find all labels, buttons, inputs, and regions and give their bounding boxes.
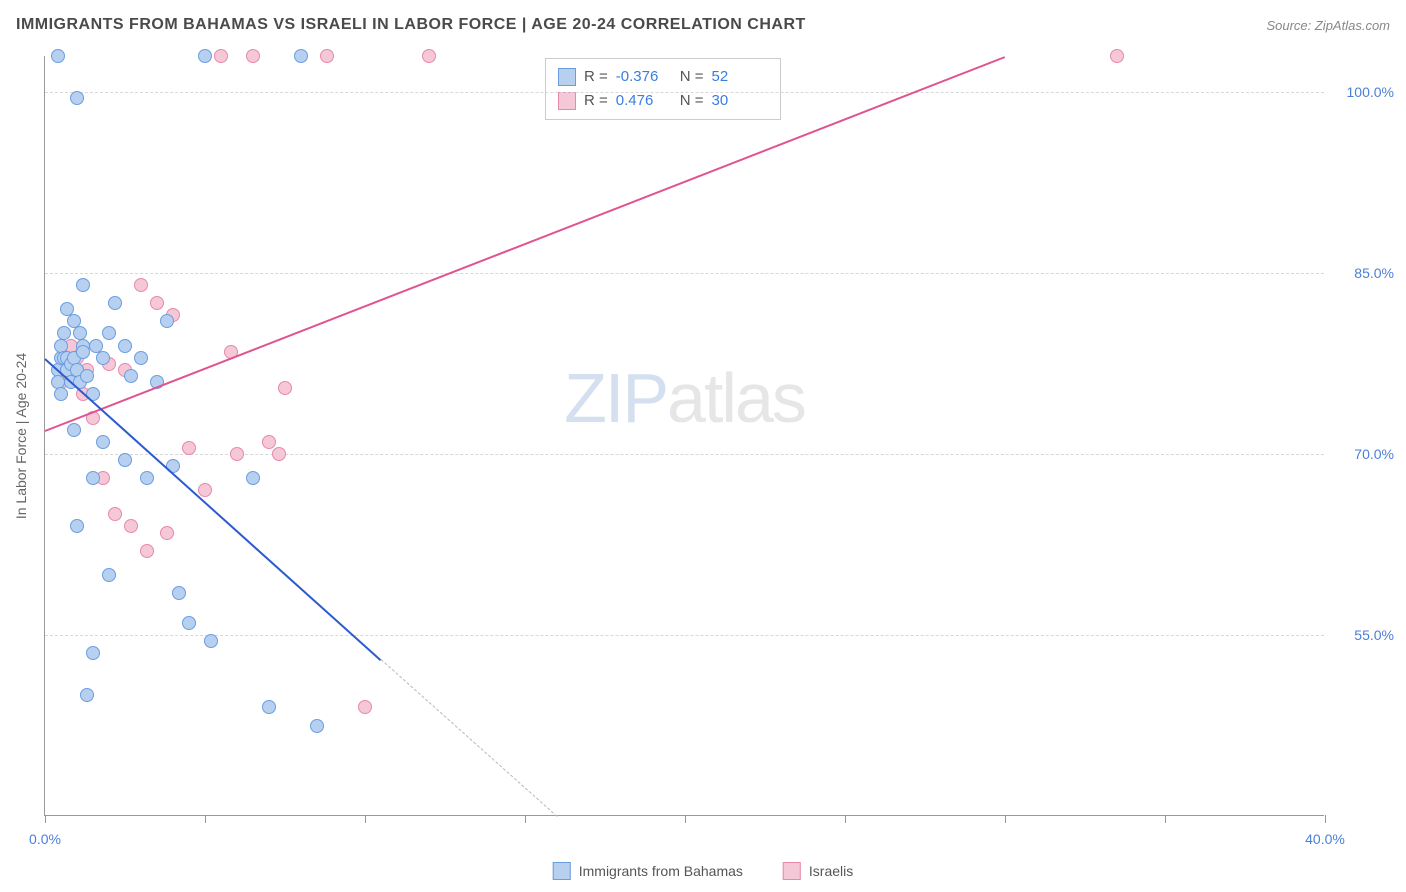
trend-line — [45, 56, 1006, 432]
y-tick-label: 100.0% — [1347, 84, 1394, 100]
bahamas-point — [80, 688, 94, 702]
bahamas-swatch — [558, 68, 576, 86]
israelis-point — [1110, 49, 1124, 63]
bahamas-point — [54, 387, 68, 401]
israelis-point — [422, 49, 436, 63]
bahamas-swatch — [553, 862, 571, 880]
x-tick — [685, 815, 686, 823]
israelis-point — [124, 519, 138, 533]
israelis-point — [160, 526, 174, 540]
y-tick-label: 70.0% — [1354, 446, 1394, 462]
n-label: N = — [680, 65, 704, 89]
bahamas-point — [86, 646, 100, 660]
x-tick-label: 40.0% — [1305, 831, 1345, 847]
israelis-point — [182, 441, 196, 455]
bahamas-point — [70, 519, 84, 533]
legend-label-bahamas: Immigrants from Bahamas — [579, 863, 743, 879]
bahamas-point — [310, 719, 324, 733]
y-tick-label: 85.0% — [1354, 265, 1394, 281]
legend-item-israelis: Israelis — [783, 862, 853, 880]
watermark-part2: atlas — [667, 359, 805, 437]
x-tick — [45, 815, 46, 823]
israelis-point — [214, 49, 228, 63]
bahamas-point — [140, 471, 154, 485]
gridline — [45, 273, 1324, 274]
bahamas-point — [51, 49, 65, 63]
legend-item-bahamas: Immigrants from Bahamas — [553, 862, 743, 880]
bahamas-point — [118, 339, 132, 353]
trend-line — [381, 659, 558, 817]
israelis-swatch — [783, 862, 801, 880]
israelis-point — [262, 435, 276, 449]
israelis-point — [358, 700, 372, 714]
series-legend: Immigrants from Bahamas Israelis — [553, 862, 854, 880]
x-tick-label: 0.0% — [29, 831, 61, 847]
bahamas-point — [86, 471, 100, 485]
israelis-point — [320, 49, 334, 63]
x-tick — [845, 815, 846, 823]
bahamas-point — [204, 634, 218, 648]
bahamas-point — [160, 314, 174, 328]
bahamas-point — [134, 351, 148, 365]
trend-line — [44, 358, 381, 661]
stats-legend: R = -0.376 N = 52 R = 0.476 N = 30 — [545, 58, 781, 120]
bahamas-point — [172, 586, 186, 600]
bahamas-point — [118, 453, 132, 467]
israelis-point — [246, 49, 260, 63]
bahamas-point — [70, 91, 84, 105]
israelis-point — [278, 381, 292, 395]
bahamas-point — [96, 435, 110, 449]
bahamas-point — [102, 568, 116, 582]
bahamas-point — [198, 49, 212, 63]
israelis-point — [230, 447, 244, 461]
header: IMMIGRANTS FROM BAHAMAS VS ISRAELI IN LA… — [16, 16, 1390, 34]
bahamas-point — [80, 369, 94, 383]
bahamas-point — [67, 423, 81, 437]
bahamas-point — [294, 49, 308, 63]
israelis-point — [150, 296, 164, 310]
bahamas-point — [182, 616, 196, 630]
bahamas-point — [102, 326, 116, 340]
x-tick — [1165, 815, 1166, 823]
israelis-point — [140, 544, 154, 558]
bahamas-point — [246, 471, 260, 485]
n-value-bahamas: 52 — [712, 65, 768, 89]
bahamas-point — [108, 296, 122, 310]
israelis-point — [134, 278, 148, 292]
y-tick-label: 55.0% — [1354, 627, 1394, 643]
bahamas-point — [57, 326, 71, 340]
r-label: R = — [584, 65, 608, 89]
legend-label-israelis: Israelis — [809, 863, 853, 879]
gridline — [45, 92, 1324, 93]
watermark: ZIPatlas — [564, 358, 805, 438]
x-tick — [365, 815, 366, 823]
bahamas-point — [96, 351, 110, 365]
israelis-swatch — [558, 92, 576, 110]
chart-plot-area: ZIPatlas In Labor Force | Age 20-24 R = … — [44, 56, 1324, 816]
bahamas-point — [124, 369, 138, 383]
x-tick — [1325, 815, 1326, 823]
r-value-bahamas: -0.376 — [616, 65, 672, 89]
source-attribution: Source: ZipAtlas.com — [1266, 18, 1390, 33]
gridline — [45, 635, 1324, 636]
stats-row-bahamas: R = -0.376 N = 52 — [558, 65, 768, 89]
x-tick — [1005, 815, 1006, 823]
israelis-point — [108, 507, 122, 521]
bahamas-point — [262, 700, 276, 714]
x-tick — [205, 815, 206, 823]
bahamas-point — [76, 278, 90, 292]
israelis-point — [198, 483, 212, 497]
chart-title: IMMIGRANTS FROM BAHAMAS VS ISRAELI IN LA… — [16, 16, 806, 34]
x-tick — [525, 815, 526, 823]
israelis-point — [272, 447, 286, 461]
watermark-part1: ZIP — [564, 359, 667, 437]
y-axis-label: In Labor Force | Age 20-24 — [13, 352, 29, 518]
